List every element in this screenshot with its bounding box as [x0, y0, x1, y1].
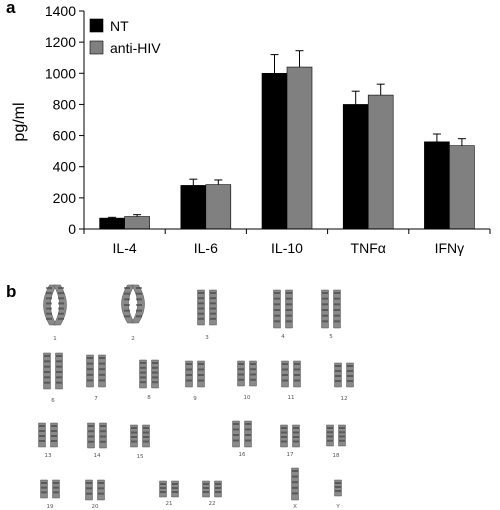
bar-nt-0: [99, 217, 125, 230]
chromosome-pair-10: [237, 360, 257, 387]
chromosome-label: 14: [94, 453, 101, 459]
chromosome-pair-8: [139, 359, 159, 389]
chromosome-pair-18: [326, 424, 346, 447]
chromosome-label: 6: [51, 398, 55, 404]
chromosome-pair-16: [232, 420, 252, 448]
error-bar: [189, 178, 198, 186]
error-bar: [351, 90, 360, 105]
x-tick-label: IL-6: [194, 240, 218, 256]
y-tick-label: 200: [53, 190, 77, 206]
chromosome-label: 2: [131, 336, 135, 342]
error-bar: [214, 179, 223, 185]
panel-b-label: b: [6, 282, 17, 301]
legend-swatch: [89, 40, 104, 55]
chromosome-pair-4: [273, 289, 293, 329]
error-bar: [270, 54, 279, 74]
bar-anti-hiv-2: [286, 66, 313, 230]
y-tick-label: 0: [68, 221, 76, 237]
chromosome-pair-7: [86, 354, 106, 388]
bar-anti-hiv-1: [205, 184, 232, 230]
chromosome-pair-X: [291, 467, 299, 501]
chromosome-label: 13: [45, 453, 52, 459]
chromosome-pair-5: [321, 289, 341, 329]
chromosome-pair-13: [38, 422, 58, 448]
bar-nt-2: [261, 72, 288, 230]
chromosome-label: 9: [193, 396, 197, 402]
bar-nt-3: [342, 104, 369, 230]
error-bar: [432, 133, 441, 142]
chromosome-label: 12: [341, 396, 348, 402]
chromosome-label: 11: [288, 395, 295, 401]
y-tick-label: 400: [53, 159, 77, 175]
chromosome-pair-15: [130, 424, 150, 448]
y-tick-label: 1400: [45, 3, 76, 19]
legend-swatch: [89, 18, 104, 33]
legend-label: NT: [110, 18, 129, 34]
y-axis-label: pg/ml: [11, 102, 28, 141]
cytokine-bar-chart: pg/ml 0 200 400 600 800 1000 1200 1400 IL-4 IL-6…: [11, 3, 491, 256]
x-tick-label: IL-10: [271, 240, 303, 256]
chromosome-pair-12: [334, 362, 354, 388]
chromosome-pair-14: [87, 422, 107, 449]
error-bar: [108, 216, 117, 219]
chromosome-pair-9: [185, 360, 205, 388]
chromosome-label: 10: [244, 395, 251, 401]
x-tick-label: TNFα: [351, 240, 386, 256]
chromosome-label: 15: [137, 454, 144, 460]
chromosome-pair-1: [43, 284, 67, 326]
chromosome-label: 4: [281, 334, 285, 340]
bar-anti-hiv-0: [124, 216, 150, 230]
legend: NT anti-HIV: [89, 18, 161, 56]
chromosome-label: 21: [166, 501, 173, 507]
chromosome-label: 16: [239, 452, 246, 458]
chromosome-label: 8: [147, 395, 151, 401]
chromosome-label: 19: [47, 504, 54, 510]
chromosome-label: 5: [329, 334, 333, 340]
y-tick-label: 600: [53, 128, 77, 144]
error-bar: [133, 214, 142, 217]
chromosome-pair-20: [85, 479, 105, 501]
y-tick-label: 1200: [45, 34, 76, 50]
chromosome-label: 18: [333, 453, 340, 459]
chromosome-label: Y: [335, 504, 340, 510]
bar-anti-hiv-3: [367, 94, 394, 230]
bar-nt-4: [424, 141, 450, 230]
bar-nt-1: [180, 185, 207, 230]
y-axis: 0 200 400 600 800 1000 1200 1400: [45, 3, 85, 237]
x-axis: IL-4 IL-6 IL-10 TNFα IFNγ: [83, 228, 491, 256]
chromosome-pair-19: [40, 479, 60, 499]
chromosome-label: 20: [92, 504, 99, 510]
chromosome-pair-Y: [334, 479, 342, 497]
chromosome-pair-2: [121, 284, 145, 324]
x-tick-label: IFNγ: [435, 240, 465, 256]
error-bar: [376, 83, 385, 96]
bar-anti-hiv-4: [449, 145, 475, 230]
chromosome-pair-3: [197, 289, 217, 326]
chromosome-label: 7: [94, 396, 98, 402]
chromosome-label: 1: [53, 336, 57, 342]
chromosome-label: 3: [205, 335, 209, 341]
x-tick-label: IL-4: [113, 240, 137, 256]
y-tick-label: 800: [53, 96, 77, 112]
legend-label: anti-HIV: [110, 40, 161, 56]
error-bar: [457, 138, 466, 146]
chromosome-pair-11: [281, 360, 301, 388]
chromosome-label: 17: [287, 452, 294, 458]
chromosome-pair-22: [202, 480, 222, 498]
chromosome-label: 22: [209, 501, 216, 507]
bars: [99, 50, 475, 230]
panel-a-label: a: [6, 0, 16, 17]
chromosome-pair-17: [280, 424, 300, 448]
chromosome-pair-6: [43, 352, 63, 390]
chromosome-label: X: [293, 504, 297, 510]
error-bar: [295, 50, 304, 68]
y-tick-label: 1000: [45, 65, 76, 81]
chromosome-pair-21: [159, 480, 179, 498]
